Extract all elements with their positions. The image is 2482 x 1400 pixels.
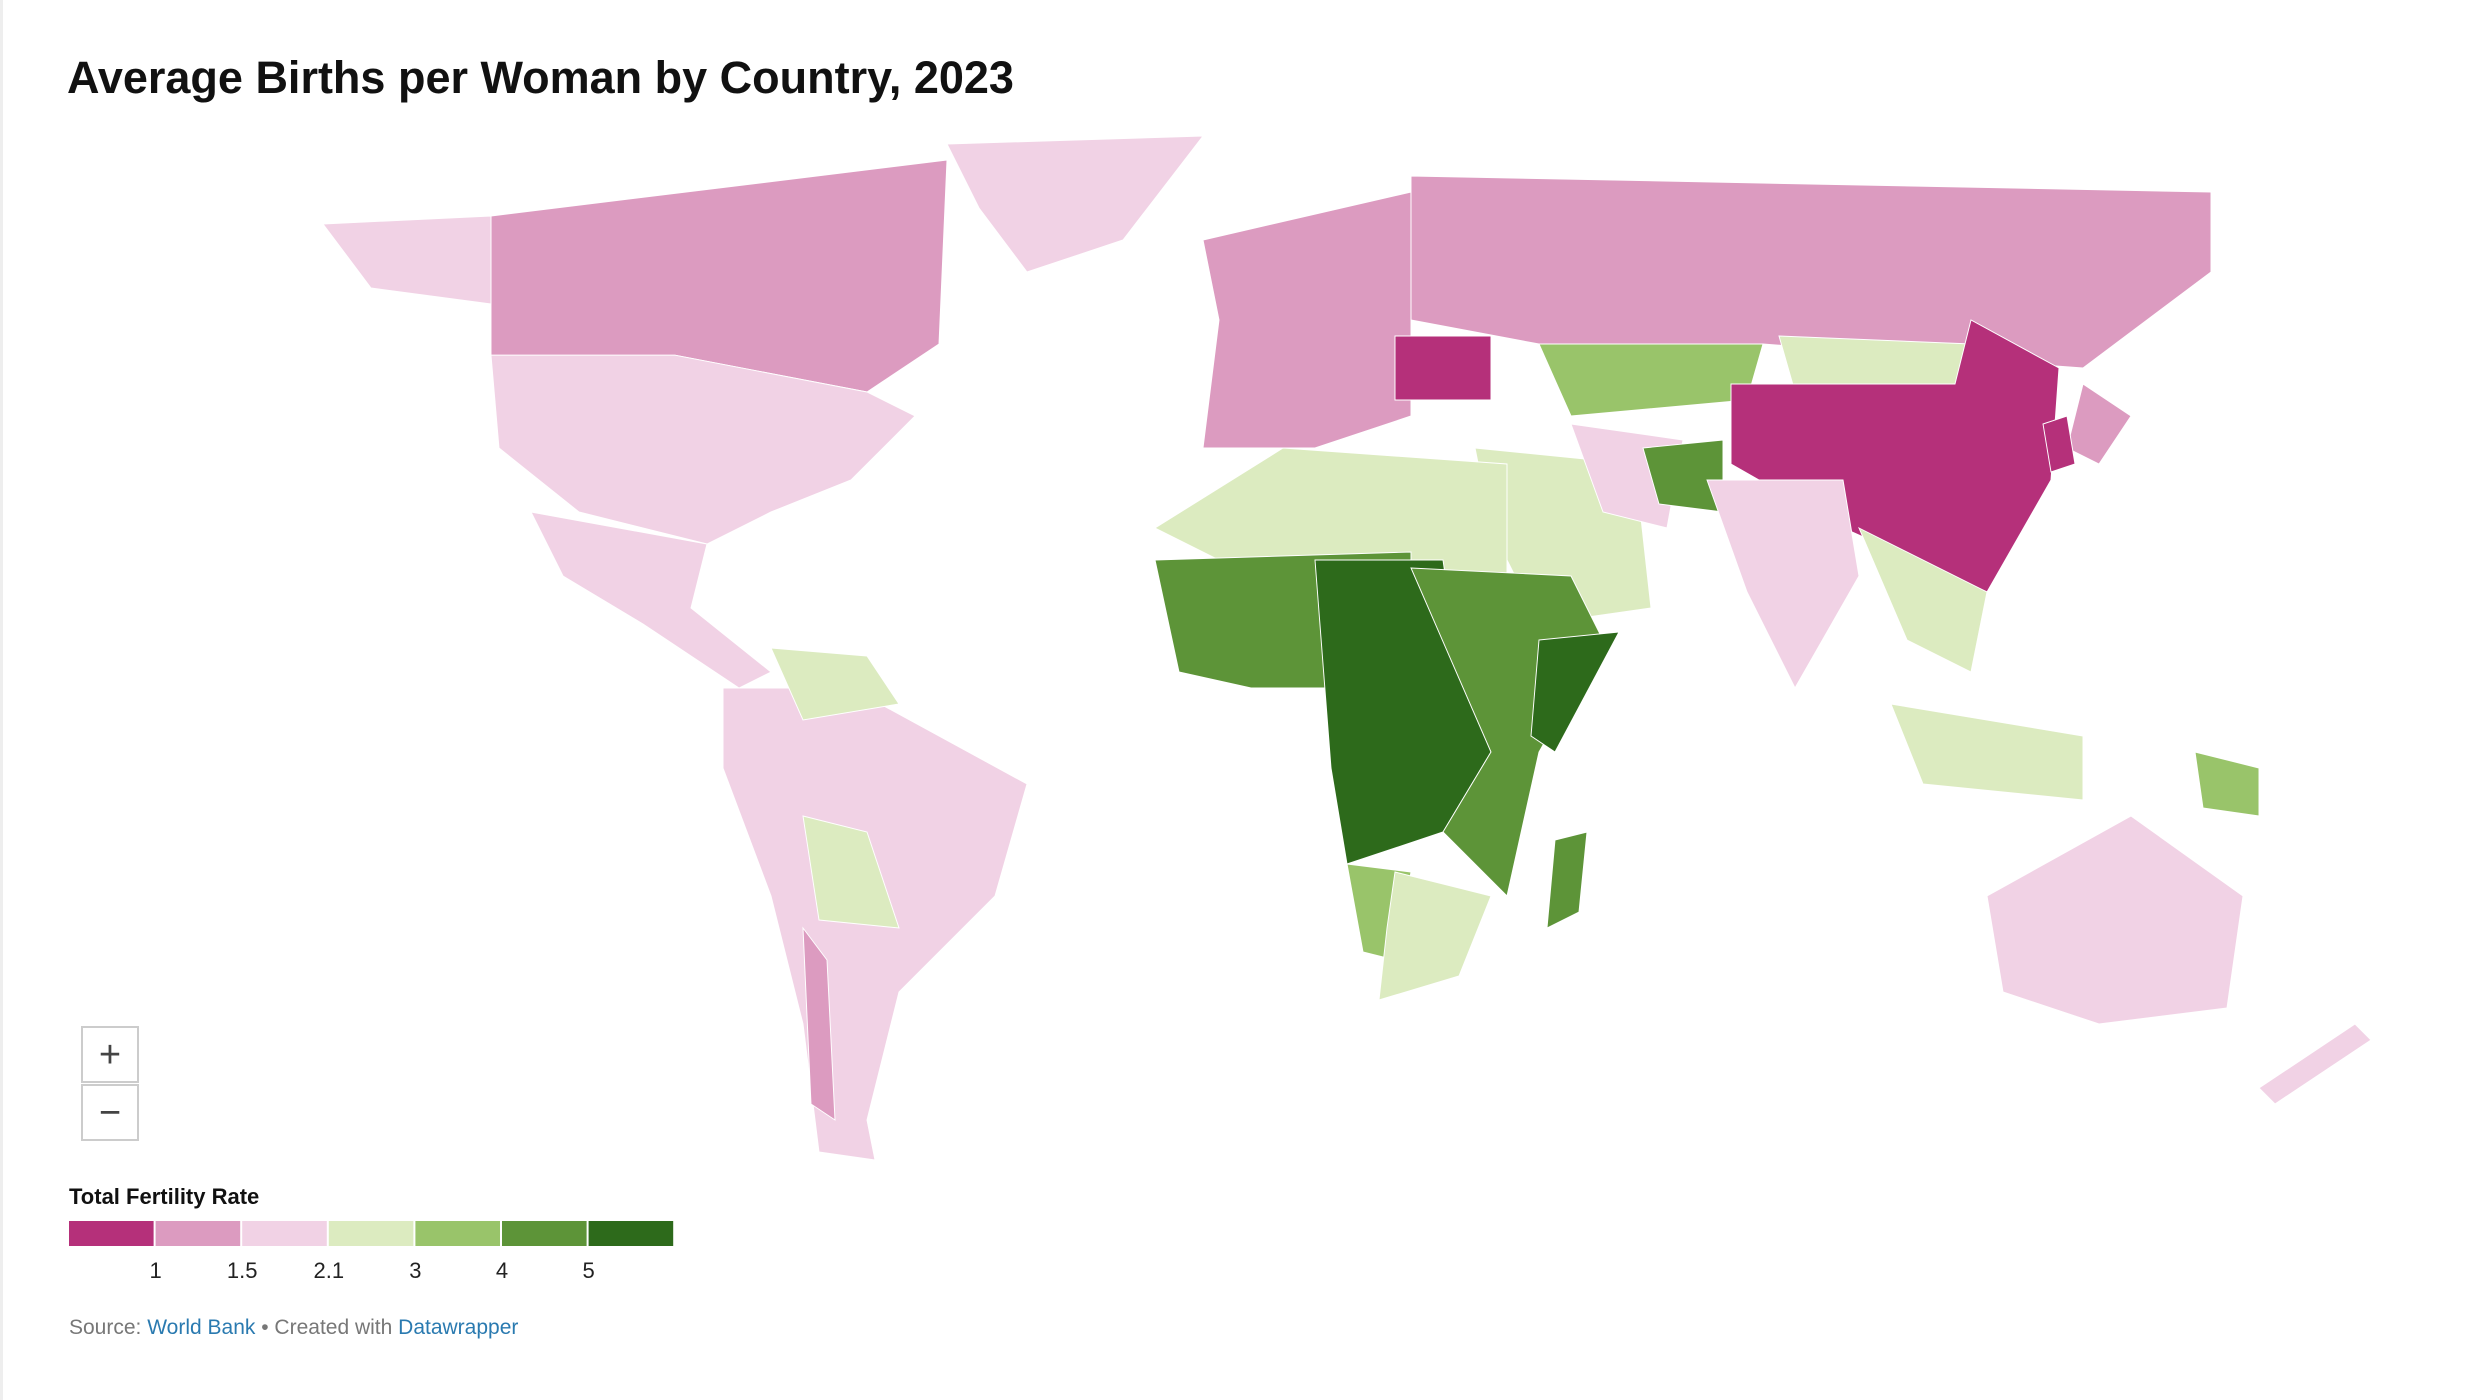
legend-swatch (328, 1221, 414, 1246)
region (1706, 479, 1860, 690)
region (802, 926, 836, 1121)
legend-swatch (155, 1221, 241, 1246)
legend-swatch (242, 1221, 327, 1246)
source-link[interactable]: World Bank (147, 1316, 256, 1339)
footer: Source: World Bank • Created with Datawr… (69, 1316, 518, 1340)
legend-tick-label: 1 (149, 1258, 161, 1283)
region (2042, 415, 2076, 473)
region (490, 354, 916, 545)
legend-tick-label: 2.1 (314, 1258, 345, 1283)
region (1538, 343, 1764, 417)
legend-swatch (415, 1221, 500, 1246)
region (1154, 447, 1508, 577)
legend-tick-label: 3 (409, 1258, 421, 1283)
legend-tick-label: 5 (582, 1258, 594, 1283)
region (946, 135, 1204, 273)
chart-title: Average Births per Woman by Country, 202… (67, 52, 1014, 103)
region (1202, 191, 1412, 449)
tool-link[interactable]: Datawrapper (398, 1316, 519, 1339)
legend-swatch (69, 1221, 154, 1246)
region (322, 215, 492, 305)
region (2258, 1023, 2372, 1105)
region (1546, 831, 1588, 929)
map (322, 135, 2372, 1161)
region (1530, 631, 1620, 753)
region (1394, 335, 1492, 401)
created-label: • Created with (261, 1316, 393, 1339)
legend-swatch (502, 1221, 587, 1246)
region (2194, 751, 2260, 817)
legend-tick-label: 4 (496, 1258, 508, 1283)
region (2066, 383, 2132, 465)
region (1858, 526, 1988, 673)
source-label: Source: (69, 1316, 142, 1339)
legend-swatch (588, 1221, 674, 1246)
region (802, 815, 900, 929)
zoom-out-button[interactable]: − (81, 1084, 139, 1141)
region (1986, 815, 2244, 1025)
region (1890, 703, 2084, 801)
region (1378, 871, 1492, 1001)
region (770, 647, 900, 721)
legend-title: Total Fertility Rate (69, 1184, 260, 1209)
zoom-in-button[interactable]: + (81, 1026, 139, 1083)
legend-tick-label: 1.5 (227, 1258, 258, 1283)
region (530, 511, 772, 689)
